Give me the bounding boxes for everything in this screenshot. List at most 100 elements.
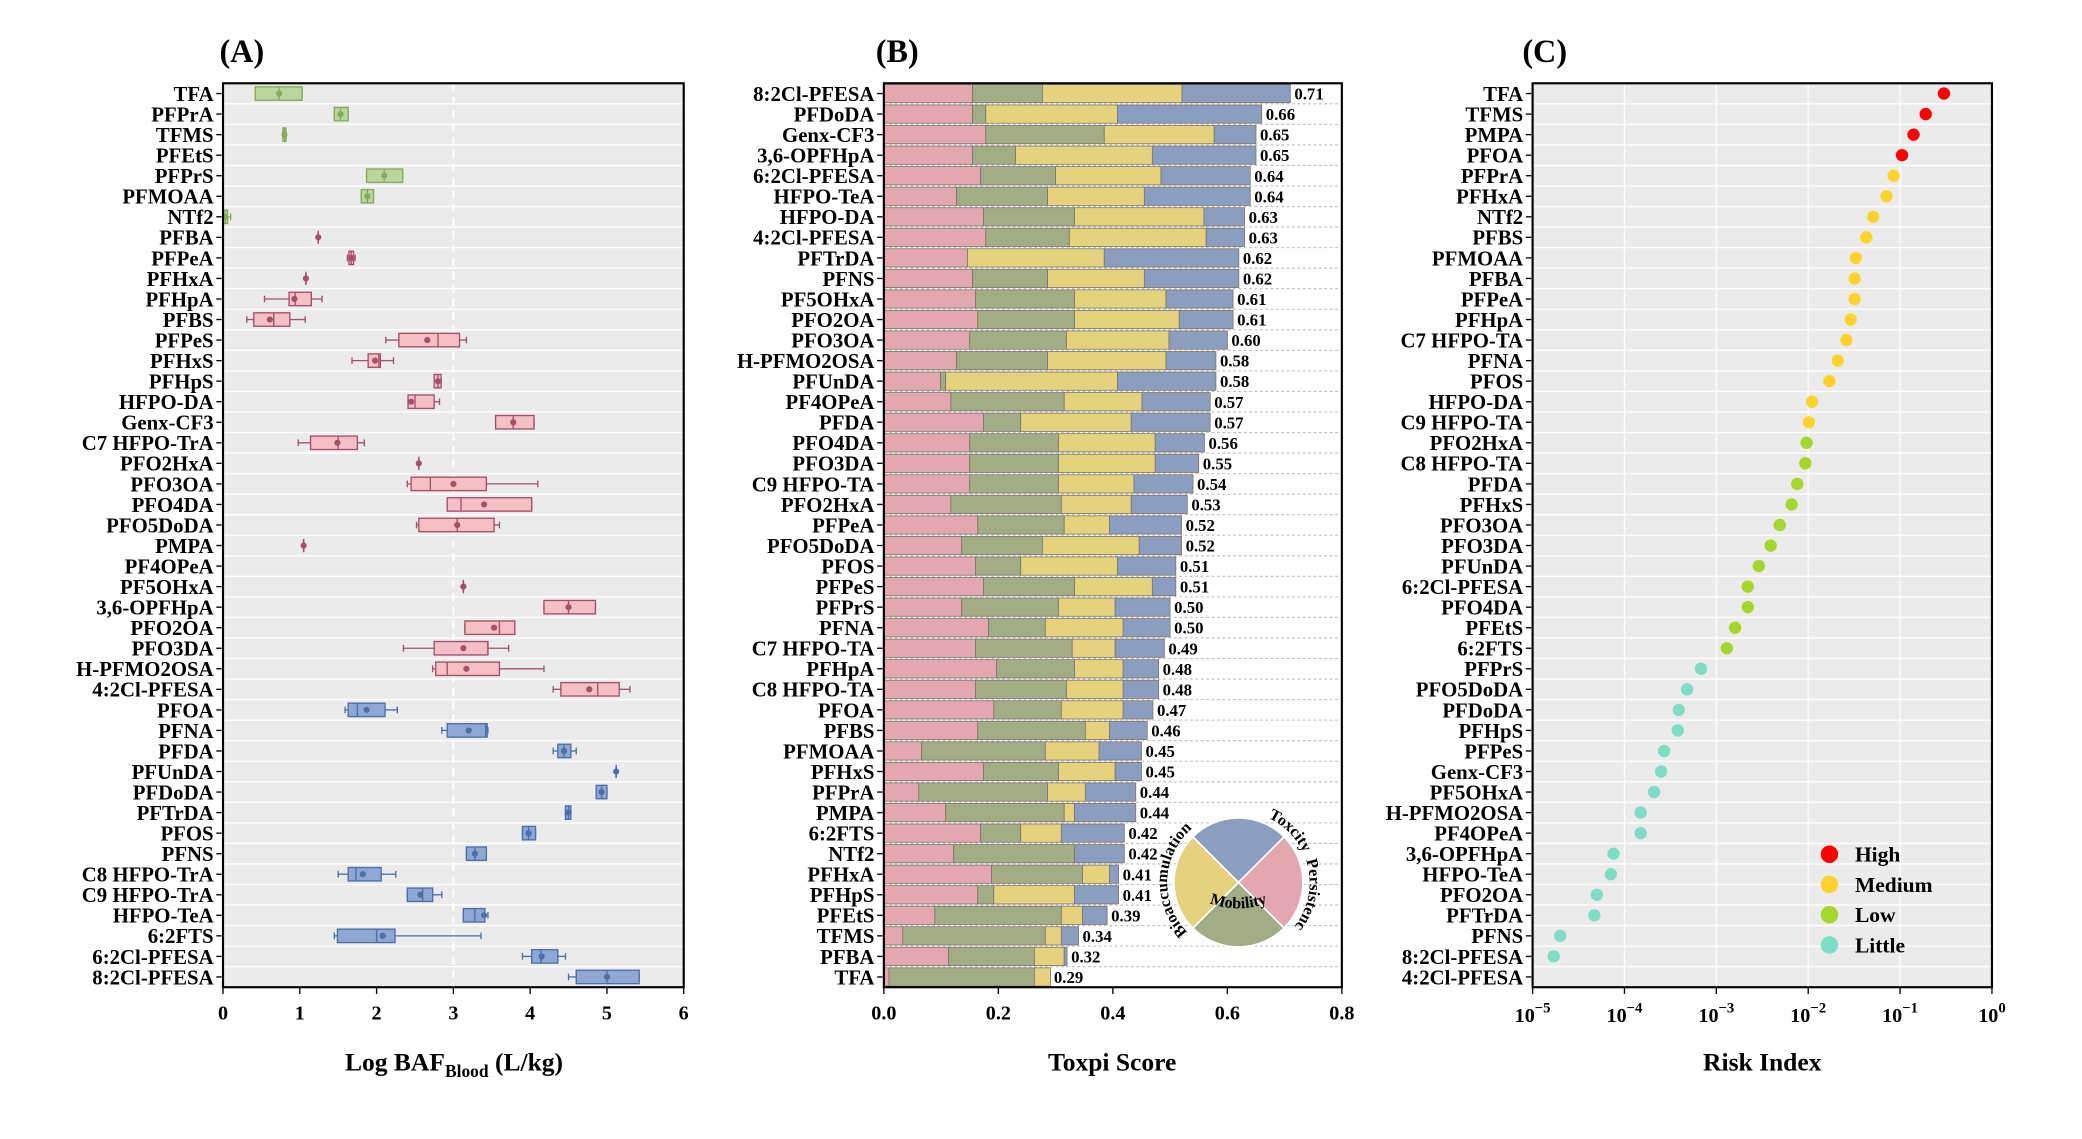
category-label: H-PFMO2OSA <box>76 657 213 681</box>
risk-point-low <box>1773 518 1786 532</box>
mean-point <box>417 891 424 898</box>
bar-segment-bioaccumulation <box>1044 741 1100 761</box>
category-label: PFUnDA <box>792 370 874 394</box>
risk-point-little <box>1654 765 1668 778</box>
category-label: PFDA <box>1468 472 1523 496</box>
bar-segment-mobility <box>983 577 1075 597</box>
mean-point <box>480 501 488 508</box>
risk-point-little <box>1554 929 1567 943</box>
x-tick-label: 4 <box>525 1002 535 1024</box>
risk-point-little <box>1657 744 1671 758</box>
category-label: C9 HFPO-TA <box>1401 411 1524 435</box>
mean-point <box>275 90 283 97</box>
box <box>464 620 516 636</box>
pie-slice-mobility <box>1191 881 1286 948</box>
mean-point <box>415 460 422 467</box>
bar-segment-mobility <box>969 330 1067 350</box>
category-label: PFPeA <box>812 513 874 537</box>
panel-title: (B) <box>876 33 919 69</box>
bar-PFBA <box>883 946 1068 966</box>
bar-segment-persistenc <box>883 433 971 453</box>
box-PFTrDA <box>564 805 572 820</box>
total-score-label: 0.48 <box>1163 660 1192 679</box>
category-label: 8:2Cl-PFESA <box>92 965 213 989</box>
bar-segment-bioaccumulation <box>1047 186 1145 206</box>
x-tick-label: 5 <box>602 1002 612 1024</box>
category-label: 4:2Cl-PFESA <box>1402 965 1523 989</box>
total-score-label: 0.66 <box>1266 105 1295 124</box>
category-label: 6:2Cl-PFESA <box>1402 575 1523 599</box>
risk-point-little <box>1547 950 1560 963</box>
total-score-label: 0.42 <box>1128 824 1157 843</box>
bar-segment-bioaccumulation <box>1074 577 1153 597</box>
mean-point <box>266 316 273 323</box>
x-tick-label: 6 <box>679 1002 689 1024</box>
bar-PFNS <box>883 268 1240 288</box>
bar-segment-persistenc <box>883 494 952 514</box>
category-label: Genx-CF3 <box>121 411 213 435</box>
bar-segment-bioaccumulation <box>1042 535 1140 556</box>
bar-PFHpA <box>883 659 1160 679</box>
category-label: HFPO-DA <box>1428 390 1523 414</box>
risk-point-low <box>1799 457 1812 470</box>
x-tick-label: 0.4 <box>1100 1002 1125 1024</box>
mean-point <box>463 665 470 672</box>
bar-PFEtS <box>883 905 1108 925</box>
bar-4:2Cl-PFESA <box>883 227 1245 247</box>
category-label: PFHxA <box>1456 185 1523 209</box>
x-tick-label: 0 <box>218 1002 228 1024</box>
mean-point <box>379 932 386 939</box>
tick-exponent: −1 <box>1902 1001 1918 1017</box>
plot-border <box>1531 82 1994 989</box>
bar-segment-bioaccumulation <box>1063 392 1143 412</box>
mean-point <box>560 747 568 755</box>
category-label: PFO3DA <box>792 452 874 476</box>
total-score-label: 0.52 <box>1186 516 1215 535</box>
bar-segment-bioaccumulation <box>1074 289 1167 309</box>
category-label: Genx-CF3 <box>1431 760 1523 784</box>
mean-point <box>434 378 442 385</box>
bar-PFO2OA <box>883 309 1234 330</box>
total-score-label: 0.29 <box>1054 968 1083 987</box>
panel-c: (C) TFATFMSPMPAPFOAPFPrAPFHxANTf2PFBSPFMO… <box>1386 33 2006 1077</box>
risk-point-medium <box>1840 333 1853 347</box>
category-label: PFOS <box>1470 370 1523 394</box>
category-label: PFOA <box>1467 144 1524 168</box>
x-tick-label: 10−3 <box>1698 1001 1734 1027</box>
bar-segment-toxcity <box>1074 803 1137 823</box>
bar-segment-bioaccumulation <box>1058 597 1116 617</box>
category-label: PFMOAA <box>122 185 213 209</box>
category-label: PFEtS <box>1465 616 1523 640</box>
total-score-label: 0.61 <box>1237 290 1266 309</box>
tick-exponent: −3 <box>1719 1001 1735 1017</box>
bar-segment-bioaccumulation <box>1015 145 1153 165</box>
risk-point-little <box>1604 868 1617 881</box>
category-label: PFO2OA <box>1440 883 1523 907</box>
category-label: TFA <box>834 965 874 989</box>
category-label: PFPrS <box>816 596 875 620</box>
box <box>410 476 488 492</box>
bar-segment-mobility <box>983 412 1022 432</box>
box <box>446 497 533 512</box>
category-label: TFMS <box>817 924 875 948</box>
mean-point <box>408 398 415 405</box>
bar-PFPrA <box>883 782 1137 802</box>
bar-segment-mobility <box>961 535 1043 556</box>
category-label: PFDA <box>158 739 213 763</box>
pie-label: Mobility <box>1208 891 1268 913</box>
category-label: 6:2Cl-PFESA <box>753 164 874 188</box>
category-label: 3,6-OPFHpA <box>96 596 213 620</box>
bar-segment-mobility <box>969 474 1059 494</box>
category-label: 4:2Cl-PFESA <box>753 226 874 250</box>
bar-PFPeA <box>883 515 1182 535</box>
risk-point-little <box>1672 703 1685 717</box>
bar-segment-persistenc <box>883 412 984 432</box>
category-label: PFTrDA <box>797 246 874 270</box>
x-axis-label-unit: (L/kg) <box>489 1047 563 1076</box>
risk-point-little <box>1680 683 1694 696</box>
bar-segment-toxcity <box>1141 392 1211 412</box>
risk-point-high <box>1937 87 1951 100</box>
category-label: PFPrA <box>151 102 213 126</box>
bar-segment-bioaccumulation <box>1074 309 1180 330</box>
bar-segment-toxcity <box>1154 433 1205 453</box>
